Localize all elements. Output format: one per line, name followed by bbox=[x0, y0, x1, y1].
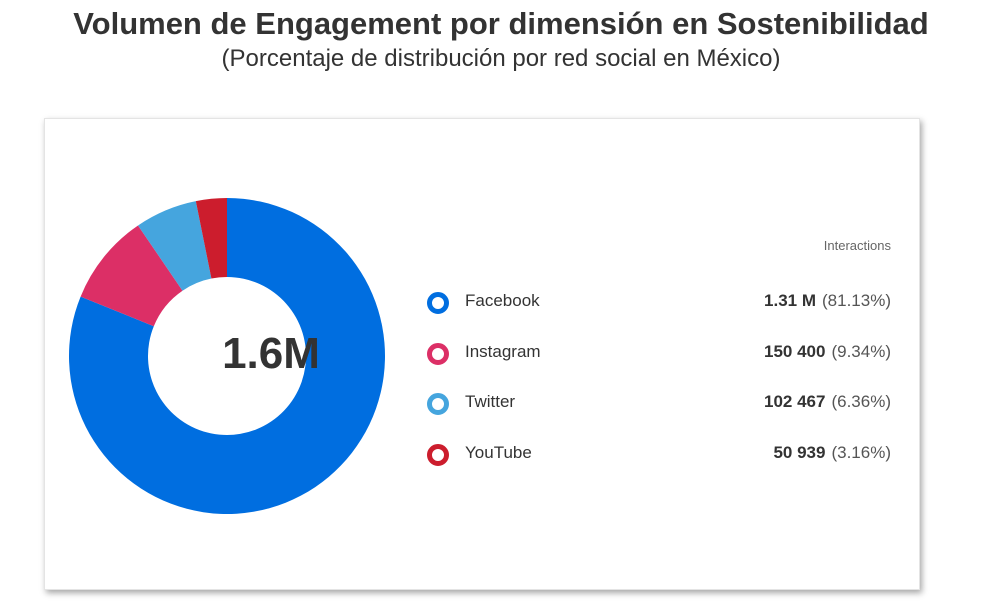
chart-title: Volumen de Engagement por dimensión en S… bbox=[73, 6, 929, 41]
chart-subtitle: (Porcentaje de distribución por red soci… bbox=[221, 45, 781, 72]
donut-slice-facebook[interactable] bbox=[69, 198, 385, 514]
legend-label: Facebook bbox=[465, 291, 540, 310]
percent-text: (9.34%) bbox=[831, 341, 891, 361]
legend-label: Instagram bbox=[465, 341, 541, 361]
percent-text: (6.36%) bbox=[831, 392, 891, 411]
youtube-ring-icon bbox=[427, 443, 449, 466]
legend-item-twitter[interactable]: Twitter 102 467 (6.36%) bbox=[427, 388, 891, 439]
twitter-ring-icon bbox=[427, 393, 449, 415]
legend-label: Twitter bbox=[465, 392, 516, 411]
donut-slice-twitter[interactable] bbox=[138, 201, 212, 291]
legend-item-facebook[interactable]: Facebook 1.31 M (81.13%) bbox=[427, 287, 891, 338]
donut-slice-youtube[interactable] bbox=[195, 198, 227, 279]
interactions-column-header: Interactions bbox=[823, 238, 891, 253]
legend-value: 50 939 (3.16%) bbox=[773, 443, 891, 463]
value-text: 102 467 bbox=[764, 392, 826, 411]
legend-item-instagram[interactable]: Instagram 150 400 (9.34%) bbox=[427, 338, 891, 389]
legend-item-youtube[interactable]: YouTube 50 939 (3.16%) bbox=[427, 439, 891, 490]
value-text: 1.31 M bbox=[764, 291, 817, 310]
chart-card: 1.6M Interactions Facebook 1.31 M (81.13%… bbox=[44, 118, 920, 590]
legend-value: 102 467 (6.36%) bbox=[764, 392, 891, 412]
facebook-ring-icon bbox=[427, 292, 449, 314]
donut-slice-instagram[interactable] bbox=[80, 225, 183, 327]
percent-text: (81.13%) bbox=[822, 291, 891, 310]
donut-center-total: 1.6M bbox=[222, 329, 320, 378]
donut-chart bbox=[69, 198, 385, 514]
legend-label: YouTube bbox=[465, 442, 532, 462]
percent-text: (3.16%) bbox=[831, 442, 891, 462]
legend-value: 1.31 M (81.13%) bbox=[764, 291, 891, 311]
legend-value: 150 400 (9.34%) bbox=[764, 342, 891, 362]
value-text: 50 939 bbox=[773, 442, 826, 462]
value-text: 150 400 bbox=[764, 341, 826, 361]
instagram-ring-icon bbox=[427, 342, 449, 365]
legend: Facebook 1.31 M (81.13%) Instagram 150 40… bbox=[427, 287, 891, 489]
